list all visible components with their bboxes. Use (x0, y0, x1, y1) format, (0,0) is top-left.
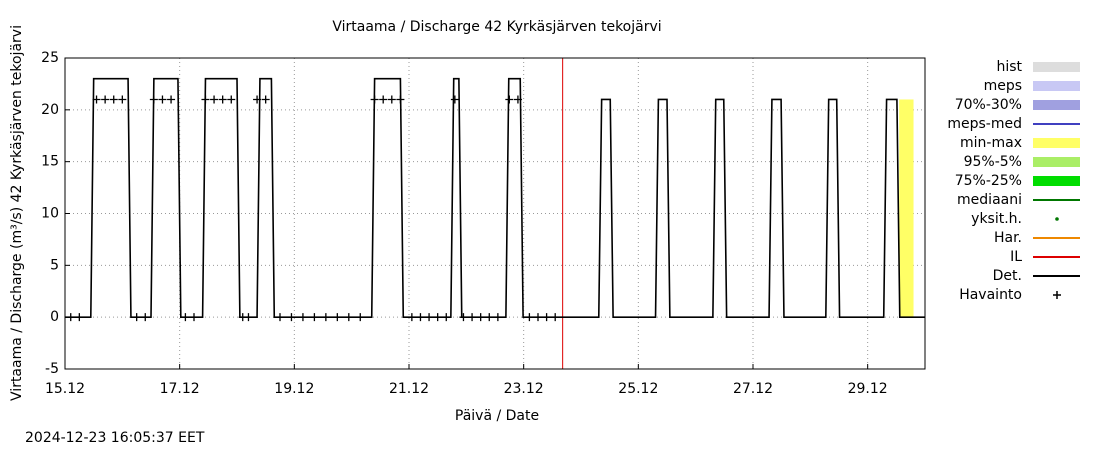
observation (66, 313, 75, 322)
legend-swatch (1033, 81, 1080, 91)
observation (132, 313, 141, 322)
observation (298, 313, 307, 322)
legend-label: meps-med (947, 116, 1022, 132)
observation (513, 95, 522, 104)
x-tick-label: 15.12 (45, 381, 85, 397)
legend-swatch (1033, 62, 1080, 72)
y-axis-label: Virtaama / Discharge (m³/s) 42 Kyrkäsjär… (9, 25, 25, 401)
observation (379, 95, 388, 104)
x-tick-label: 25.12 (618, 381, 658, 397)
legend-swatch (1033, 138, 1080, 148)
observation (244, 313, 253, 322)
y-tick-label: 5 (50, 257, 59, 273)
x-tick-label: 29.12 (848, 381, 888, 397)
observation (287, 313, 296, 322)
observation (210, 95, 219, 104)
observation (442, 313, 451, 322)
observation (407, 313, 416, 322)
observation (416, 313, 425, 322)
observation (525, 313, 534, 322)
observation (321, 313, 330, 322)
observation (459, 313, 468, 322)
observation (333, 313, 342, 322)
y-tick-label: 10 (41, 206, 59, 222)
observation (92, 95, 101, 104)
observation (534, 313, 542, 322)
legend-label: mediaani (957, 192, 1022, 208)
observation (75, 313, 84, 322)
min-max-band (899, 99, 914, 318)
observation (310, 313, 319, 322)
observation (101, 95, 110, 104)
legend-label: 70%-30% (955, 97, 1022, 113)
y-tick-label: 0 (50, 309, 59, 325)
y-tick-label: 15 (41, 154, 59, 170)
observation (433, 313, 442, 322)
legend-label: hist (996, 59, 1022, 75)
x-tick-label: 17.12 (160, 381, 200, 397)
observation (450, 95, 459, 104)
observation (493, 313, 502, 322)
timestamp: 2024-12-23 16:05:37 EET (25, 430, 205, 446)
legend-swatch (1033, 176, 1080, 186)
series-line (65, 77, 925, 318)
legend-label: Det. (993, 268, 1022, 284)
observation (387, 95, 396, 104)
observation (118, 95, 127, 104)
observation (356, 313, 365, 322)
x-tick-label: 21.12 (389, 381, 429, 397)
chart-title: Virtaama / Discharge 42 Kyrkäsjärven tek… (332, 19, 661, 35)
observation (551, 313, 560, 322)
observation (505, 95, 514, 104)
observation (158, 95, 167, 104)
observation (370, 95, 379, 104)
legend-label: yksit.h. (971, 211, 1022, 227)
y-tick-label: 25 (41, 50, 59, 66)
observation (218, 95, 227, 104)
x-tick-label: 19.12 (274, 381, 314, 397)
legend-swatch (1053, 291, 1061, 299)
legend-label: Havainto (959, 287, 1022, 303)
observation (276, 313, 284, 322)
legend-label: meps (984, 78, 1022, 94)
observation (261, 95, 270, 104)
observation (396, 95, 405, 104)
legend-swatch (1055, 217, 1059, 221)
y-tick-label: 20 (41, 102, 59, 118)
observation (201, 95, 210, 104)
plot-frame (64, 57, 926, 370)
x-axis-label: Päivä / Date (455, 408, 539, 424)
observation (542, 313, 551, 322)
observation (485, 313, 494, 322)
observation (109, 95, 118, 104)
observation (425, 313, 434, 322)
x-tick-label: 23.12 (504, 381, 544, 397)
x-tick-label: 27.12 (733, 381, 773, 397)
observation (149, 95, 158, 104)
observation (181, 313, 190, 322)
legend-label: IL (1010, 249, 1022, 265)
observation (227, 95, 236, 104)
observation (344, 313, 353, 322)
observation (167, 95, 176, 104)
legend-label: 75%-25% (955, 173, 1022, 189)
legend-label: Har. (994, 230, 1022, 246)
observation (253, 95, 262, 104)
legend-swatch (1033, 100, 1080, 110)
observation (190, 313, 198, 322)
legend-swatch (1033, 157, 1080, 167)
legend-label: min-max (960, 135, 1022, 151)
legend-label: 95%-5% (964, 154, 1022, 170)
y-tick-label: -5 (45, 361, 59, 377)
observation (476, 313, 485, 322)
observation (141, 313, 150, 322)
observation (468, 313, 477, 322)
